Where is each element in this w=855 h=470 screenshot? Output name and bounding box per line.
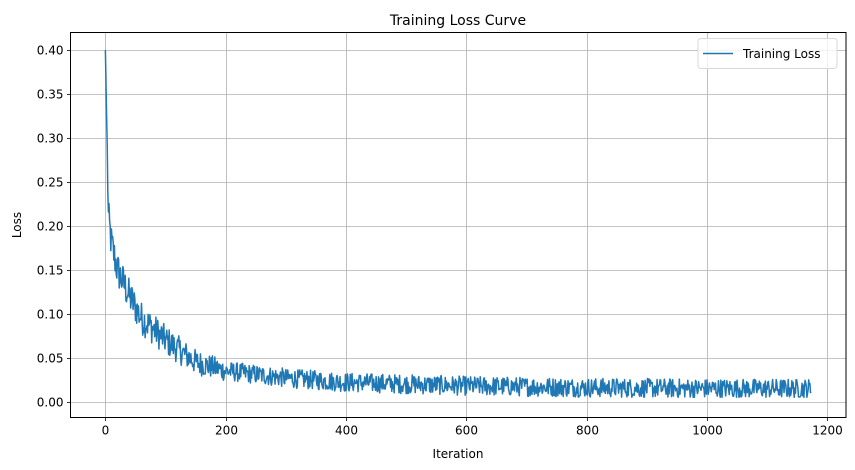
x-axis-ticks: 0 200 400 600 800 1000 1200 <box>102 417 843 438</box>
x-tick-label: 200 <box>215 424 238 438</box>
legend: Training Loss <box>697 38 838 69</box>
x-tick-label: 1200 <box>812 424 843 438</box>
training-loss-line <box>104 50 812 399</box>
y-tick-label: 0.10 <box>37 308 64 322</box>
y-tick-label: 0.30 <box>37 132 64 146</box>
x-tick-label: 1000 <box>692 424 723 438</box>
y-tick-label: 0.15 <box>37 264 64 278</box>
y-tick-label: 0.05 <box>37 352 64 366</box>
y-tick-label: 0.35 <box>37 88 64 102</box>
x-tick-label: 400 <box>335 424 358 438</box>
legend-label: Training Loss <box>742 47 820 61</box>
series-training-loss <box>104 50 812 399</box>
y-axis-ticks: 0.00 0.05 0.10 0.15 0.20 0.25 0.30 0.35 0.40 <box>37 44 71 410</box>
grid-lines <box>70 32 846 418</box>
x-tick-label: 800 <box>576 424 599 438</box>
x-tick-label: 600 <box>455 424 478 438</box>
x-tick-label: 0 <box>102 424 110 438</box>
y-axis-label: Loss <box>10 212 24 238</box>
y-tick-label: 0.25 <box>37 176 64 190</box>
axes-frame <box>70 32 847 418</box>
y-tick-label: 0.20 <box>37 220 64 234</box>
chart-title: Training Loss Curve <box>389 13 526 29</box>
y-tick-label: 0.40 <box>37 44 64 58</box>
legend-box <box>697 38 838 69</box>
x-axis-label: Iteration <box>433 447 484 461</box>
y-tick-label: 0.00 <box>37 396 64 410</box>
